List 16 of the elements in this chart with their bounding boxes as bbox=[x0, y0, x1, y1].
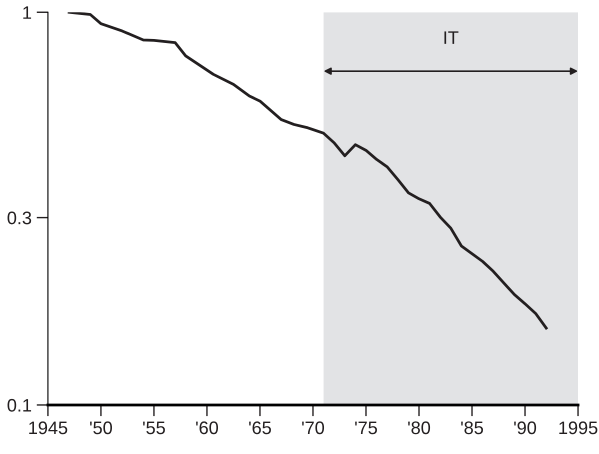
x-tick-label: 1995 bbox=[559, 421, 598, 434]
x-tick-label: '70 bbox=[302, 421, 324, 434]
x-tick-label: 1945 bbox=[29, 421, 68, 434]
line-series bbox=[68, 12, 548, 330]
y-tick-label: 1 bbox=[23, 6, 32, 19]
y-tick-label: 0.3 bbox=[8, 212, 32, 224]
x-tick-label: '80 bbox=[408, 421, 430, 434]
x-tick-label: '65 bbox=[249, 421, 271, 434]
x-tick-label: '55 bbox=[143, 422, 165, 434]
y-tick-label: 0.1 bbox=[8, 398, 32, 412]
x-tick-label: '85 bbox=[461, 421, 484, 434]
x-tick-label: '90 bbox=[514, 421, 536, 434]
band-label: IT bbox=[444, 31, 458, 44]
x-tick-label: '75 bbox=[355, 422, 377, 434]
x-tick-label: '50 bbox=[90, 421, 112, 434]
x-tick-label: '60 bbox=[196, 421, 218, 434]
